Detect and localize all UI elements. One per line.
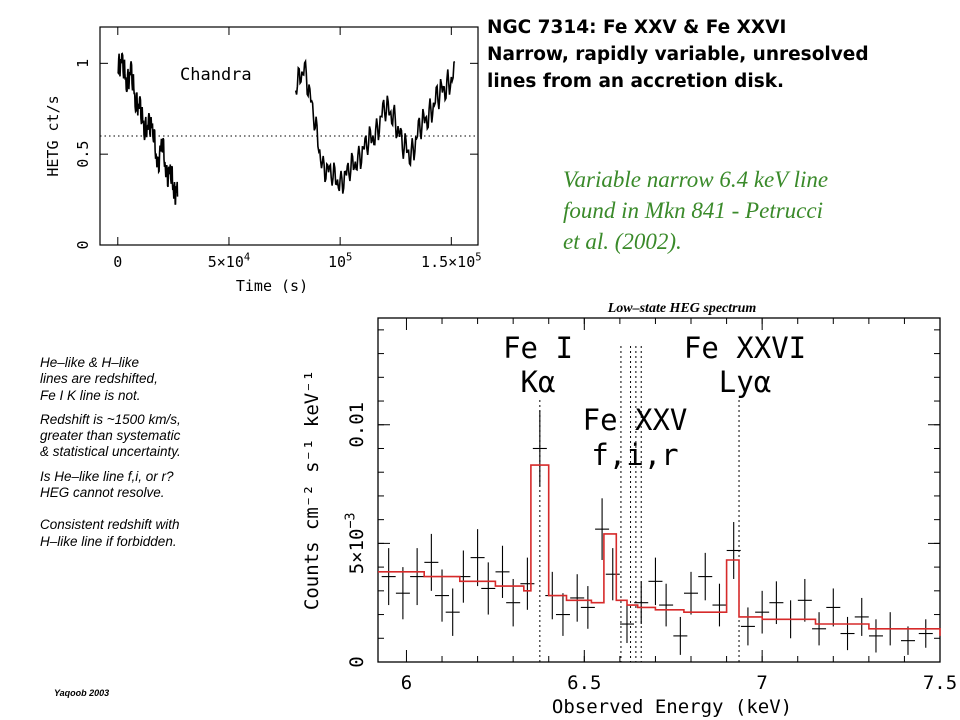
y-tick-label: 1 [74, 59, 92, 68]
sidebar-text: Redshift is ~1500 km/s, [40, 411, 181, 427]
heading-line-1: NGC 7314: Fe XXV & Fe XXVI [487, 17, 787, 38]
sidebar-text: Consistent redshift with [40, 517, 180, 533]
y-tick-label: 0 [346, 656, 368, 667]
light-curve-series-2 [294, 58, 456, 194]
x-tick-label: 7 [756, 672, 767, 694]
sidebar-text: & statistical uncertainty. [40, 444, 181, 460]
line-sublabel: f,i,r [591, 438, 678, 472]
x-tick-label: 6.5 [567, 672, 601, 694]
line-sublabel: Kα [521, 365, 556, 399]
sidebar-paragraph-2: Redshift is ~1500 km/s, greater than sys… [40, 412, 181, 461]
credit-text: Yaqoob 2003 [54, 688, 110, 698]
light-curve-chart: 0 5×104 105 1.5×105 0 0.5 1 Chandra Time (s) HETG… [44, 26, 482, 295]
note-line-3: et al. (2002). [563, 229, 682, 254]
sidebar-paragraph-4: Consistent redshift with H–like line if … [40, 517, 181, 550]
sidebar-text: He–like & H–like [40, 355, 140, 370]
x-tick-label: 0 [113, 253, 122, 271]
sidebar-text: HEG cannot resolve. [40, 485, 165, 501]
spectrum-xlabel: Observed Energy (keV) [552, 696, 792, 718]
sidebar-text: H–like line if forbidden. [40, 533, 177, 549]
model-curve [378, 464, 941, 636]
slide-heading: NGC 7314: Fe XXV & Fe XXVI Narrow, rapid… [487, 14, 869, 95]
y-tick-label: 5×10−3 [343, 512, 368, 574]
x-tick-label: 6 [401, 672, 412, 694]
sidebar-text: Fe I K line is not. [40, 387, 141, 403]
light-curve-ylabel: HETG ct/s [44, 95, 62, 176]
x-tick-label: 1.5×105 [421, 251, 482, 271]
reference-note: Variable narrow 6.4 keV line found in Mk… [563, 164, 828, 257]
chandra-label: Chandra [180, 65, 252, 85]
sidebar-paragraph-3: Is He–like line f,i, or r? HEG cannot re… [40, 469, 181, 502]
y-tick-label: 0 [74, 240, 92, 249]
x-tick-label: 105 [328, 251, 352, 271]
sidebar-paragraph-1: He–like & H–like lines are redshifted, F… [40, 355, 181, 404]
note-line-2: found in Mkn 841 - Petrucci [563, 198, 823, 223]
spectrum-frame [377, 317, 941, 663]
spectrum-chart: Low–state HEG spectrum 6 6.5 7 7.5 0 5×10−3 0.0… [301, 301, 957, 718]
y-tick-label: 0.01 [346, 402, 368, 448]
line-sublabel: Lyα [719, 365, 771, 399]
spectrum-ylabel: Counts cm⁻² s⁻¹ keV⁻¹ [301, 370, 323, 610]
heading-line-2: Narrow, rapidly variable, unresolved [487, 44, 869, 65]
line-label: Fe XXV [583, 403, 688, 437]
y-tick-label: 0.5 [74, 141, 92, 168]
sidebar-text: Is He–like line f,i, or r? [40, 468, 174, 484]
spectrum-title: Low–state HEG spectrum [607, 301, 757, 316]
x-tick-label: 7.5 [923, 672, 957, 694]
note-line-1: Variable narrow 6.4 keV line [563, 167, 829, 192]
sidebar-notes: He–like & H–like lines are redshifted, F… [40, 355, 181, 558]
line-label: Fe I [503, 331, 573, 365]
sidebar-text: lines are redshifted, [40, 371, 158, 387]
light-curve-series-1 [117, 52, 179, 205]
line-label: Fe XXVI [684, 331, 806, 365]
light-curve-xlabel: Time (s) [236, 277, 308, 295]
x-tick-label: 5×104 [208, 251, 250, 271]
heading-line-3: lines from an accretion disk. [487, 71, 785, 92]
sidebar-text: greater than systematic [40, 428, 181, 444]
